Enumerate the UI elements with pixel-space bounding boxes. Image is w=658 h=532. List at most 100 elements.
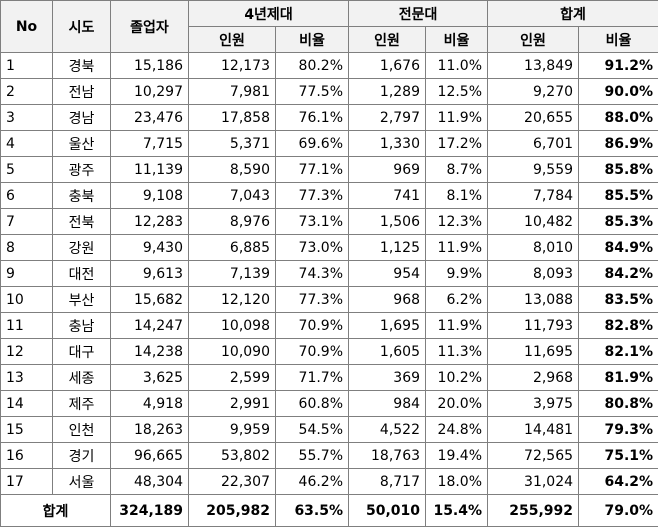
table-cell: 전남 [52, 78, 111, 105]
table-cell: 73.1% [274, 208, 350, 235]
table-cell: 7,139 [188, 260, 276, 287]
table-cell: 969 [348, 156, 427, 183]
table-cell: 968 [348, 286, 427, 313]
table-cell: 88.0% [578, 104, 658, 131]
table-cell: 1,125 [348, 234, 427, 261]
table-cell: 경기 [52, 442, 111, 469]
table-cell: 74.3% [274, 260, 350, 287]
total-row: 합계 324,189 205,982 63.5% 50,010 15.4% 255,992 7… [0, 494, 658, 527]
table-cell: 12 [0, 338, 53, 365]
total-cell: 15.4% [425, 494, 489, 527]
table-cell: 73.0% [274, 234, 350, 261]
table-cell: 77.3% [274, 182, 350, 209]
table-row: 16 경기 96,665 53,802 55.7% 18,763 19.4% 72,565 75… [0, 442, 658, 469]
table-cell: 369 [348, 364, 427, 391]
table-cell: 울산 [52, 130, 111, 157]
total-cell: 50,010 [348, 494, 427, 527]
table-cell: 충북 [52, 182, 111, 209]
table-cell: 14,238 [110, 338, 189, 365]
table-cell: 7 [0, 208, 53, 235]
table-cell: 4,522 [348, 416, 427, 443]
total-cell: 324,189 [110, 494, 189, 527]
table-cell: 8.1% [425, 182, 489, 209]
table-cell: 17,858 [188, 104, 276, 131]
table-cell: 8,590 [188, 156, 276, 183]
table-cell: 3 [0, 104, 53, 131]
table-row: 5 광주 11,139 8,590 77.1% 969 8.7% 9,559 85.8% [0, 156, 658, 183]
table-cell: 85.3% [578, 208, 658, 235]
table-cell: 12,283 [110, 208, 189, 235]
table-cell: 14 [0, 390, 53, 417]
table-cell: 8,010 [487, 234, 580, 261]
header-cell: 비율 [274, 26, 350, 53]
table-cell: 80.8% [578, 390, 658, 417]
table-cell: 15 [0, 416, 53, 443]
table-cell: 3,625 [110, 364, 189, 391]
table-cell: 1 [0, 52, 53, 79]
table-cell: 81.9% [578, 364, 658, 391]
table-row: 4 울산 7,715 5,371 69.6% 1,330 17.2% 6,701 86.9% [0, 130, 658, 157]
table-cell: 90.0% [578, 78, 658, 105]
table-cell: 72,565 [487, 442, 580, 469]
table-cell: 13,849 [487, 52, 580, 79]
table-cell: 19.4% [425, 442, 489, 469]
table-cell: 75.1% [578, 442, 658, 469]
table-cell: 3,975 [487, 390, 580, 417]
table-head: No 시도 졸업자 4년제대 전문대 합계 인원 비율 인원 비율 인원 비율 [0, 0, 658, 53]
table-cell: 11,695 [487, 338, 580, 365]
table-cell: 2,599 [188, 364, 276, 391]
table-cell: 7,784 [487, 182, 580, 209]
table-cell: 제주 [52, 390, 111, 417]
table-cell: 13 [0, 364, 53, 391]
table-cell: 18,263 [110, 416, 189, 443]
table-cell: 8,717 [348, 468, 427, 495]
table-cell: 1,676 [348, 52, 427, 79]
table-cell: 85.5% [578, 182, 658, 209]
table-cell: 2 [0, 78, 53, 105]
table-row: 7 전북 12,283 8,976 73.1% 1,506 12.3% 10,482 85.3% [0, 208, 658, 235]
table-cell: 9,270 [487, 78, 580, 105]
table-cell: 741 [348, 182, 427, 209]
table-cell: 인천 [52, 416, 111, 443]
table-cell: 서울 [52, 468, 111, 495]
table-cell: 984 [348, 390, 427, 417]
table-row: 3 경남 23,476 17,858 76.1% 2,797 11.9% 20,655 88.0… [0, 104, 658, 131]
table-cell: 1,695 [348, 312, 427, 339]
table-row: 8 강원 9,430 6,885 73.0% 1,125 11.9% 8,010 84.9% [0, 234, 658, 261]
header-group: 합계 [487, 0, 658, 27]
table-cell: 11.9% [425, 104, 489, 131]
table-cell: 12,120 [188, 286, 276, 313]
table-cell: 18,763 [348, 442, 427, 469]
table-cell: 11.0% [425, 52, 489, 79]
table-cell: 9,959 [188, 416, 276, 443]
table-cell: 1,330 [348, 130, 427, 157]
table-row: 17 서울 48,304 22,307 46.2% 8,717 18.0% 31,024 64.… [0, 468, 658, 495]
total-cell: 205,982 [188, 494, 276, 527]
table-row: 12 대구 14,238 10,090 70.9% 1,605 11.3% 11,695 82.… [0, 338, 658, 365]
table-cell: 77.3% [274, 286, 350, 313]
table-cell: 85.8% [578, 156, 658, 183]
table-cell: 2,797 [348, 104, 427, 131]
total-cell: 합계 [0, 494, 111, 527]
table-cell: 83.5% [578, 286, 658, 313]
table-cell: 80.2% [274, 52, 350, 79]
table-cell: 7,715 [110, 130, 189, 157]
table-cell: 10,482 [487, 208, 580, 235]
table-cell: 경북 [52, 52, 111, 79]
table-row: 2 전남 10,297 7,981 77.5% 1,289 12.5% 9,270 90.0% [0, 78, 658, 105]
table-cell: 70.9% [274, 312, 350, 339]
table-cell: 10,297 [110, 78, 189, 105]
table-cell: 10 [0, 286, 53, 313]
header-cell: 비율 [578, 26, 658, 53]
table-cell: 86.9% [578, 130, 658, 157]
table-cell: 경남 [52, 104, 111, 131]
table-row: 13 세종 3,625 2,599 71.7% 369 10.2% 2,968 81.9% [0, 364, 658, 391]
table-cell: 69.6% [274, 130, 350, 157]
table-cell: 9,613 [110, 260, 189, 287]
table-row: 9 대전 9,613 7,139 74.3% 954 9.9% 8,093 84.2% [0, 260, 658, 287]
table-cell: 79.3% [578, 416, 658, 443]
table-cell: 15,682 [110, 286, 189, 313]
table-cell: 13,088 [487, 286, 580, 313]
